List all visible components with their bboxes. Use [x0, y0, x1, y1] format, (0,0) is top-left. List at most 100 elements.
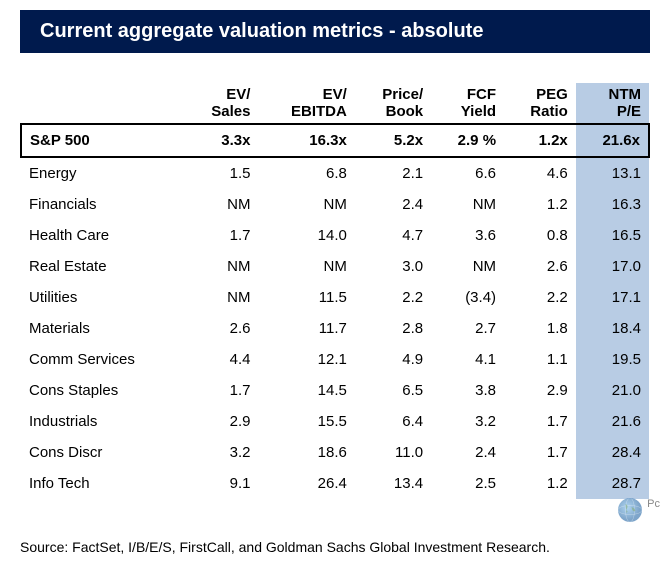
table-row-8-ev_ebitda: 15.5 [258, 406, 354, 437]
table-row-5-ev_ebitda: 11.7 [258, 313, 354, 344]
header-fcf-yield: FCFYield [431, 83, 504, 124]
corner-label: Pc [647, 498, 660, 510]
table-row-3-ev_ebitda: NM [258, 251, 354, 282]
table-row-9-fcf_yield: 2.4 [431, 437, 504, 468]
table-row-0-fcf_yield: 6.6 [431, 157, 504, 189]
sp500-row-ntm_pe: 21.6x [576, 124, 649, 157]
table-row-9-price_book: 11.0 [355, 437, 431, 468]
table-row-7: Cons Staples1.714.56.53.82.921.0 [21, 375, 649, 406]
table-row-0-ev_sales: 1.5 [184, 157, 258, 189]
table-row-4-ntm_pe: 17.1 [576, 282, 649, 313]
valuation-table: EV/Sales EV/EBITDA Price/Book FCFYield P… [20, 83, 650, 499]
table-row-7-ev_sales: 1.7 [184, 375, 258, 406]
table-row-7-fcf_yield: 3.8 [431, 375, 504, 406]
table-row-4-ev_sales: NM [184, 282, 258, 313]
table-row-1-ev_ebitda: NM [258, 189, 354, 220]
table-row-2-ev_ebitda: 14.0 [258, 220, 354, 251]
table-row-3-ev_sales: NM [184, 251, 258, 282]
table-row-7-price_book: 6.5 [355, 375, 431, 406]
table-row-5-label: Materials [21, 313, 184, 344]
table-row-6-ev_ebitda: 12.1 [258, 344, 354, 375]
header-row: EV/Sales EV/EBITDA Price/Book FCFYield P… [21, 83, 649, 124]
table-row-4-label: Utilities [21, 282, 184, 313]
sp500-row-price_book: 5.2x [355, 124, 431, 157]
table-row-6-label: Comm Services [21, 344, 184, 375]
table-row-1-ntm_pe: 16.3 [576, 189, 649, 220]
table-row-10: Info Tech9.126.413.42.51.228.7 [21, 468, 649, 499]
table-row-0-ev_ebitda: 6.8 [258, 157, 354, 189]
table-row-7-ntm_pe: 21.0 [576, 375, 649, 406]
table-row-7-ev_ebitda: 14.5 [258, 375, 354, 406]
table-row-10-price_book: 13.4 [355, 468, 431, 499]
table-row-3-peg_ratio: 2.6 [504, 251, 576, 282]
table-row-8-ntm_pe: 21.6 [576, 406, 649, 437]
table-row-8-price_book: 6.4 [355, 406, 431, 437]
table-row-8-label: Industrials [21, 406, 184, 437]
table-row-4-fcf_yield: (3.4) [431, 282, 504, 313]
table-row-0-price_book: 2.1 [355, 157, 431, 189]
table-row-0-label: Energy [21, 157, 184, 189]
table-row-9: Cons Discr3.218.611.02.41.728.4 [21, 437, 649, 468]
header-price-book: Price/Book [355, 83, 431, 124]
table-row-8-fcf_yield: 3.2 [431, 406, 504, 437]
table-row-4-peg_ratio: 2.2 [504, 282, 576, 313]
table-row-1: FinancialsNMNM2.4NM1.216.3 [21, 189, 649, 220]
header-ev-sales: EV/Sales [184, 83, 258, 124]
sp500-row-fcf_yield: 2.9 % [431, 124, 504, 157]
sp500-row: S&P 5003.3x16.3x5.2x2.9 %1.2x21.6x [21, 124, 649, 157]
table-row-3-fcf_yield: NM [431, 251, 504, 282]
table-row-5-ntm_pe: 18.4 [576, 313, 649, 344]
header-ev-ebitda: EV/EBITDA [258, 83, 354, 124]
table-row-3-price_book: 3.0 [355, 251, 431, 282]
table-row-1-peg_ratio: 1.2 [504, 189, 576, 220]
table-row-3-ntm_pe: 17.0 [576, 251, 649, 282]
table-row-10-peg_ratio: 1.2 [504, 468, 576, 499]
table-row-5-fcf_yield: 2.7 [431, 313, 504, 344]
table-row-2-ev_sales: 1.7 [184, 220, 258, 251]
sp500-row-peg_ratio: 1.2x [504, 124, 576, 157]
table-row-9-ev_sales: 3.2 [184, 437, 258, 468]
table-row-1-ev_sales: NM [184, 189, 258, 220]
table-row-5-ev_sales: 2.6 [184, 313, 258, 344]
table-row-10-ev_sales: 9.1 [184, 468, 258, 499]
header-ntm-pe: NTMP/E [576, 83, 649, 124]
table-row-6-ev_sales: 4.4 [184, 344, 258, 375]
table-row-1-label: Financials [21, 189, 184, 220]
table-row-7-peg_ratio: 2.9 [504, 375, 576, 406]
table-row-10-label: Info Tech [21, 468, 184, 499]
table-row-2-label: Health Care [21, 220, 184, 251]
table-row-7-label: Cons Staples [21, 375, 184, 406]
source-text: Source: FactSet, I/B/E/S, FirstCall, and… [20, 539, 650, 555]
table-row-2-price_book: 4.7 [355, 220, 431, 251]
table-row-2-ntm_pe: 16.5 [576, 220, 649, 251]
table-row-5-price_book: 2.8 [355, 313, 431, 344]
table-row-4-ev_ebitda: 11.5 [258, 282, 354, 313]
table-row-0-peg_ratio: 4.6 [504, 157, 576, 189]
table-row-2-fcf_yield: 3.6 [431, 220, 504, 251]
table-row-4-price_book: 2.2 [355, 282, 431, 313]
table-row-2-peg_ratio: 0.8 [504, 220, 576, 251]
table-row-8-peg_ratio: 1.7 [504, 406, 576, 437]
table-row-10-fcf_yield: 2.5 [431, 468, 504, 499]
table-row-1-price_book: 2.4 [355, 189, 431, 220]
table-row-6-ntm_pe: 19.5 [576, 344, 649, 375]
sp500-row-label: S&P 500 [21, 124, 184, 157]
header-peg-ratio: PEGRatio [504, 83, 576, 124]
table-row-9-ev_ebitda: 18.6 [258, 437, 354, 468]
table-row-6: Comm Services4.412.14.94.11.119.5 [21, 344, 649, 375]
table-row-2: Health Care1.714.04.73.60.816.5 [21, 220, 649, 251]
table-row-8-ev_sales: 2.9 [184, 406, 258, 437]
header-blank [21, 83, 184, 124]
table-row-6-fcf_yield: 4.1 [431, 344, 504, 375]
table-row-5: Materials2.611.72.82.71.818.4 [21, 313, 649, 344]
page-title: Current aggregate valuation metrics - ab… [20, 10, 650, 53]
table-row-0-ntm_pe: 13.1 [576, 157, 649, 189]
table-row-9-label: Cons Discr [21, 437, 184, 468]
globe-icon [615, 495, 645, 525]
table-row-5-peg_ratio: 1.8 [504, 313, 576, 344]
table-row-9-peg_ratio: 1.7 [504, 437, 576, 468]
table-row-0: Energy1.56.82.16.64.613.1 [21, 157, 649, 189]
sp500-row-ev_ebitda: 16.3x [258, 124, 354, 157]
table-row-4: UtilitiesNM11.52.2(3.4)2.217.1 [21, 282, 649, 313]
table-row-1-fcf_yield: NM [431, 189, 504, 220]
